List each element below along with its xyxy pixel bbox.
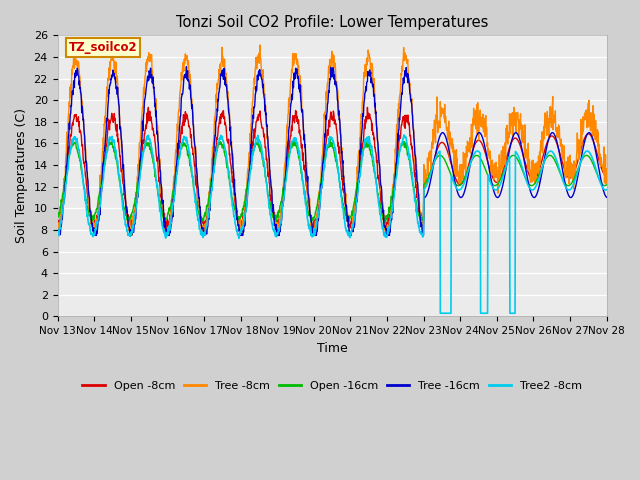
X-axis label: Time: Time [317,342,348,355]
Text: TZ_soilco2: TZ_soilco2 [68,41,137,54]
Y-axis label: Soil Temperatures (C): Soil Temperatures (C) [15,108,28,243]
Legend: Open -8cm, Tree -8cm, Open -16cm, Tree -16cm, Tree2 -8cm: Open -8cm, Tree -8cm, Open -16cm, Tree -… [78,376,586,395]
Title: Tonzi Soil CO2 Profile: Lower Temperatures: Tonzi Soil CO2 Profile: Lower Temperatur… [176,15,488,30]
